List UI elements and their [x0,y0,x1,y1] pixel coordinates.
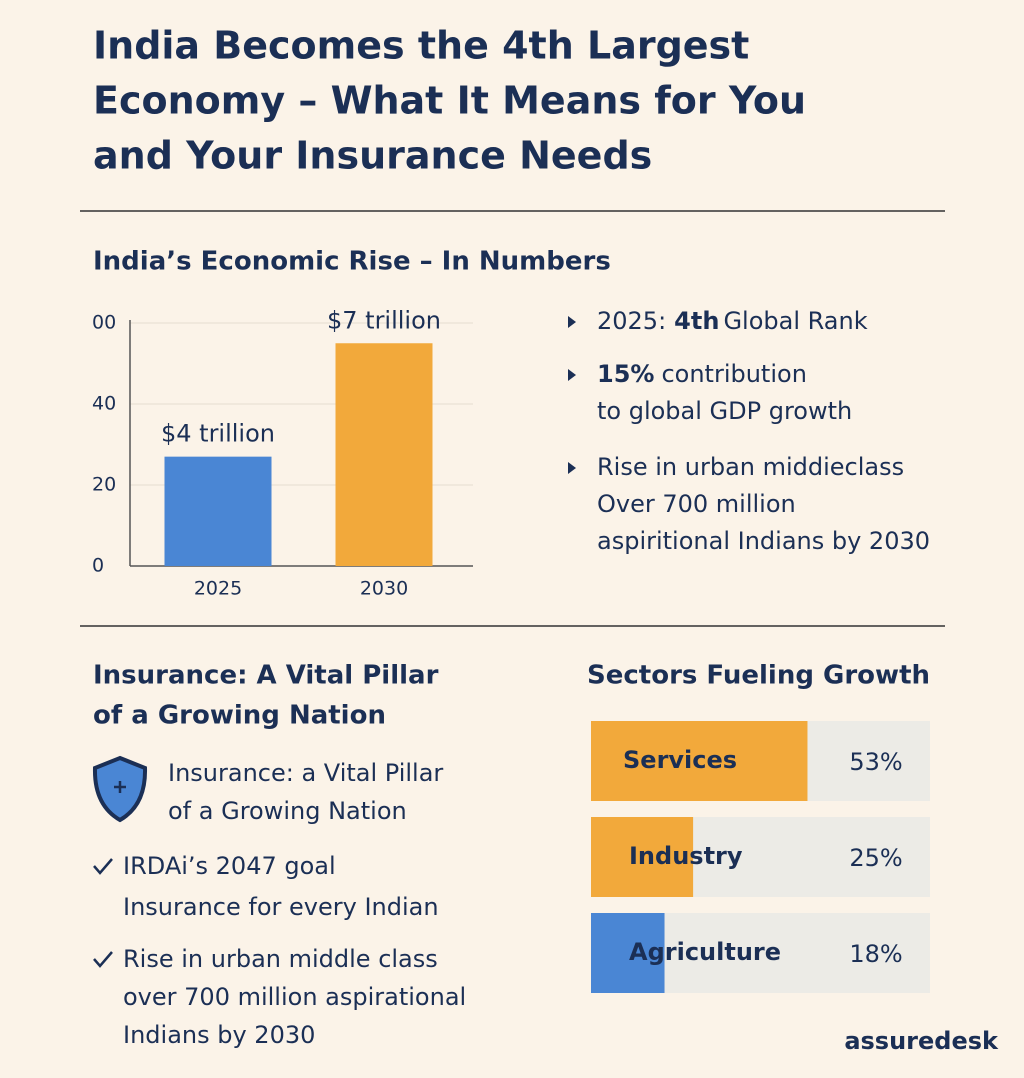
check-text: Indians by 2030 [123,1021,315,1049]
brand: assuredesk [844,1027,999,1055]
category-label: Industry [629,842,743,870]
x-tick-label: 2025 [194,578,242,600]
bullet-icon [568,316,576,328]
y-tick-label: 0 [92,555,104,577]
shield-plus [114,781,126,793]
value-label: 25% [849,844,902,872]
category-label: Services [623,746,737,774]
title-line: Economy – What It Means for You [93,79,806,123]
y-tick-label: 00 [92,312,116,334]
section-heading: India’s Economic Rise – In Numbers [93,247,611,277]
bar [164,456,272,566]
title-line: India Becomes the 4th Largest [93,24,749,68]
y-tick-label: 20 [92,474,116,496]
bullet-text: Over 700 million [597,490,796,518]
bullet-text: 2025: 4th Global Rank [597,307,868,335]
shield-text: of a Growing Nation [168,797,407,825]
category-label: Agriculture [629,938,781,966]
bar-annotation: $4 trillion [161,420,275,448]
chart-title: Sectors Fueling Growth [587,661,930,691]
bar [591,817,694,897]
check-text: Insurance for every Indian [123,893,439,921]
check-text: IRDAi’s 2047 goal [123,852,336,880]
check-icon [93,858,113,875]
section-heading: of a Growing Nation [93,701,386,731]
bar [591,721,808,801]
y-tick-label: 40 [92,393,116,415]
check-text: Rise in urban middle class [123,945,438,973]
check-text: over 700 million aspirational [123,983,466,1011]
bullet-text: aspiritional Indians by 2030 [597,527,930,555]
x-tick-label: 2030 [360,578,408,600]
bullet-icon [568,462,576,474]
bar-annotation: $7 trillion [327,306,441,334]
bullet-text: to global GDP growth [597,397,852,425]
check-icon [93,951,113,968]
shield-text: Insurance: a Vital Pillar [168,759,443,787]
bar [591,913,665,993]
bullet-text: Rise in urban middieclass [597,453,904,481]
value-label: 53% [849,748,902,776]
bar [335,343,433,566]
bullet-text: 15% contribution [597,360,807,388]
bullet-icon [568,369,576,381]
value-label: 18% [849,940,902,968]
section-heading: Insurance: A Vital Pillar [93,661,439,691]
title-line: and Your Insurance Needs [93,134,652,178]
